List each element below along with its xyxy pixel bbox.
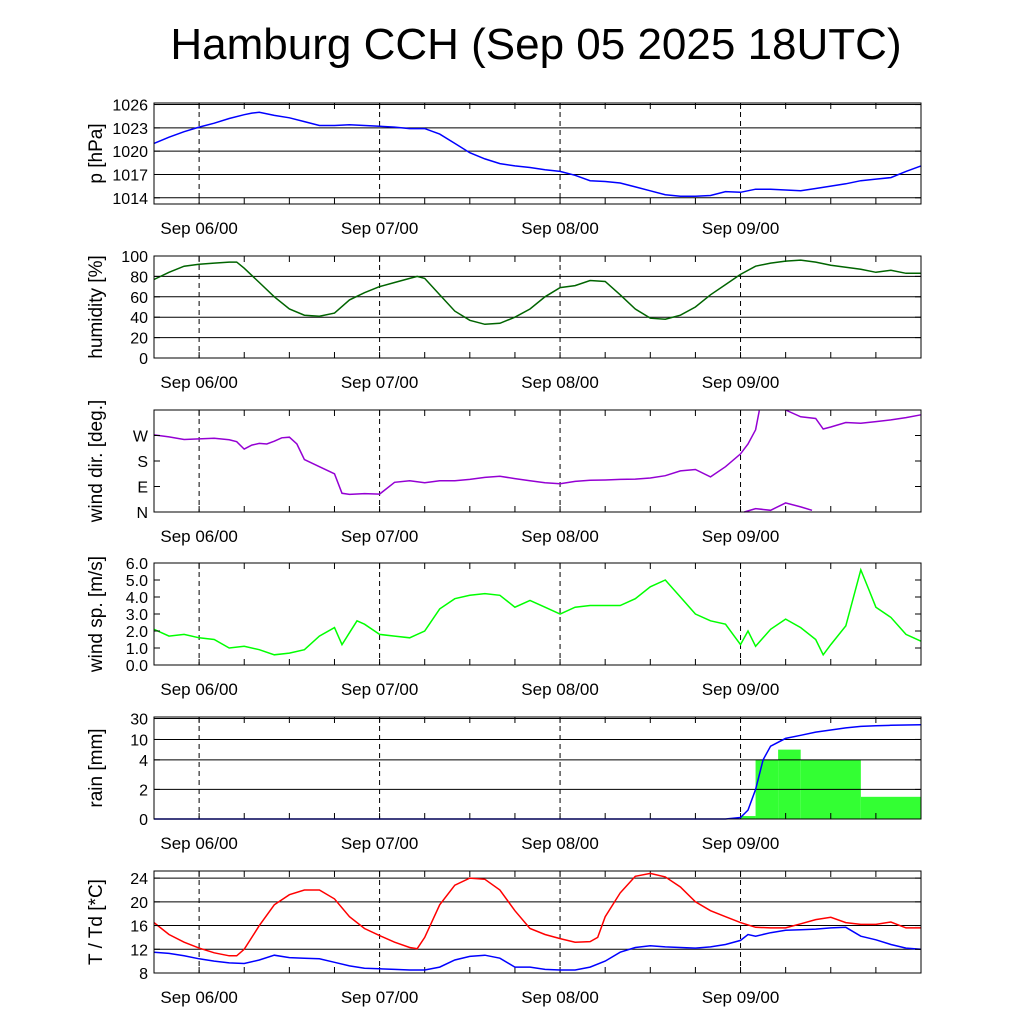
x-tick-label: Sep 06/00 [160, 219, 238, 238]
y-tick-label: 60 [130, 290, 148, 307]
y-tick-label: E [137, 480, 148, 497]
rain-bar [860, 796, 921, 819]
y-tick-label: 1.0 [126, 641, 148, 658]
x-tick-label: Sep 06/00 [160, 834, 238, 853]
x-tick-label: Sep 06/00 [160, 988, 238, 1007]
y-axis-label: wind sp. [m/s] [86, 556, 107, 673]
y-tick-label: 1020 [112, 144, 148, 161]
y-tick-label: 30 [130, 712, 148, 729]
y-tick-label: 0 [139, 812, 148, 829]
chart-title: Hamburg CCH (Sep 05 2025 18UTC) [170, 20, 902, 69]
y-tick-label: 20 [130, 895, 148, 912]
plot-frame [153, 409, 922, 513]
y-tick-label: 0 [139, 351, 148, 368]
x-tick-label: Sep 06/00 [160, 527, 238, 546]
y-tick-label: 8 [139, 966, 148, 983]
series-line [153, 872, 921, 957]
series-line [153, 567, 922, 657]
y-tick-label: W [133, 429, 149, 446]
y-tick-label: 1014 [112, 191, 148, 208]
y-axis-label: T / Td [*C] [86, 879, 107, 965]
panel-1 [153, 102, 922, 205]
x-tick-label: Sep 08/00 [521, 680, 599, 699]
rain-bar [778, 749, 801, 819]
x-tick-label: Sep 07/00 [341, 373, 419, 392]
plot-frame [153, 255, 922, 359]
y-tick-label: S [137, 454, 148, 471]
plot-frame [153, 716, 922, 820]
y-tick-label: 6.0 [126, 556, 148, 573]
y-tick-label: 2 [139, 782, 148, 799]
x-tick-label: Sep 07/00 [341, 834, 419, 853]
panel-6 [153, 870, 922, 974]
y-axis-label: humidity [%] [86, 255, 107, 358]
x-tick-label: Sep 07/00 [341, 527, 419, 546]
y-tick-label: N [136, 505, 148, 522]
x-tick-label: Sep 08/00 [521, 988, 599, 1007]
y-tick-label: 24 [130, 871, 148, 888]
x-tick-label: Sep 06/00 [160, 680, 238, 699]
y-tick-label: 0.0 [126, 658, 148, 675]
x-tick-label: Sep 09/00 [702, 527, 780, 546]
y-tick-label: 5.0 [126, 573, 148, 590]
y-axis-label: rain [mm] [86, 728, 107, 807]
series-line [744, 502, 813, 513]
y-tick-label: 2.0 [126, 624, 148, 641]
x-tick-label: Sep 08/00 [521, 373, 599, 392]
series-line [785, 409, 922, 430]
plot-frame [153, 102, 922, 205]
y-tick-label: 4.0 [126, 590, 148, 607]
panel-5 [153, 716, 922, 820]
series-line [153, 259, 921, 326]
x-tick-label: Sep 09/00 [702, 834, 780, 853]
x-tick-label: Sep 09/00 [702, 988, 780, 1007]
rain-bar [740, 816, 756, 819]
plot-frame [153, 562, 922, 666]
y-tick-label: 1023 [112, 121, 148, 138]
x-tick-label: Sep 07/00 [341, 680, 419, 699]
x-tick-label: Sep 08/00 [521, 834, 599, 853]
x-tick-label: Sep 09/00 [702, 373, 780, 392]
x-tick-label: Sep 09/00 [702, 680, 780, 699]
y-tick-label: 40 [130, 310, 148, 327]
x-tick-label: Sep 08/00 [521, 219, 599, 238]
series-line [153, 410, 761, 496]
plot-frame [153, 870, 922, 974]
y-tick-label: 100 [121, 249, 148, 266]
x-tick-label: Sep 09/00 [702, 219, 780, 238]
y-tick-label: 1017 [112, 167, 148, 184]
panel-3 [153, 409, 922, 513]
x-tick-label: Sep 07/00 [341, 988, 419, 1007]
y-tick-label: 12 [130, 942, 148, 959]
y-tick-label: 20 [130, 331, 148, 348]
x-tick-label: Sep 06/00 [160, 373, 238, 392]
y-tick-label: 80 [130, 269, 148, 286]
series-line [153, 111, 922, 197]
x-tick-label: Sep 08/00 [521, 527, 599, 546]
series-line [154, 724, 922, 820]
y-tick-label: 16 [130, 919, 148, 936]
y-tick-label: 3.0 [126, 607, 148, 624]
panel-2 [153, 255, 922, 359]
y-tick-label: 4 [139, 753, 148, 770]
series-line [153, 926, 922, 971]
y-axis-label: p [hPa] [86, 123, 107, 183]
y-tick-label: 10 [130, 732, 148, 749]
x-tick-label: Sep 07/00 [341, 219, 419, 238]
y-tick-label: 1026 [112, 98, 148, 115]
panel-4 [153, 562, 922, 666]
y-axis-label: wind dir. [deg.] [86, 400, 107, 524]
